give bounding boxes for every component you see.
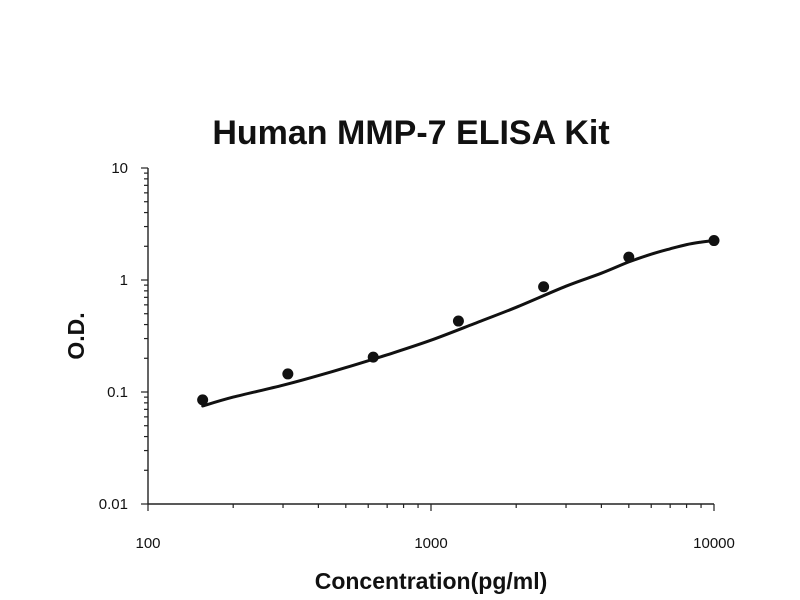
y-tick-label: 0.01 [99, 496, 128, 513]
x-axis-label: Concentration(pg/ml) [315, 568, 548, 594]
y-axis-label: O.D. [63, 312, 89, 359]
data-point [452, 315, 464, 327]
y-tick-label: 1 [120, 272, 128, 289]
chart-title: Human MMP-7 ELISA Kit [212, 114, 609, 152]
data-point [538, 281, 550, 293]
x-tick-label: 10000 [693, 535, 735, 552]
y-tick-label: 10 [111, 160, 128, 177]
data-point [623, 251, 635, 263]
tick-marks [141, 167, 715, 511]
data-point [708, 235, 720, 247]
y-tick-labels: 10 1 0.1 0.01 [99, 160, 128, 513]
data-points [197, 235, 720, 406]
y-tick-label: 0.1 [107, 384, 128, 401]
data-point [282, 368, 294, 380]
x-tick-labels: 100 1000 10000 [135, 535, 734, 552]
x-tick-label: 1000 [414, 535, 447, 552]
data-point [367, 351, 379, 363]
x-tick-label: 100 [135, 535, 160, 552]
fit-curve [201, 239, 716, 408]
data-point [197, 394, 209, 406]
axes [147, 168, 714, 505]
